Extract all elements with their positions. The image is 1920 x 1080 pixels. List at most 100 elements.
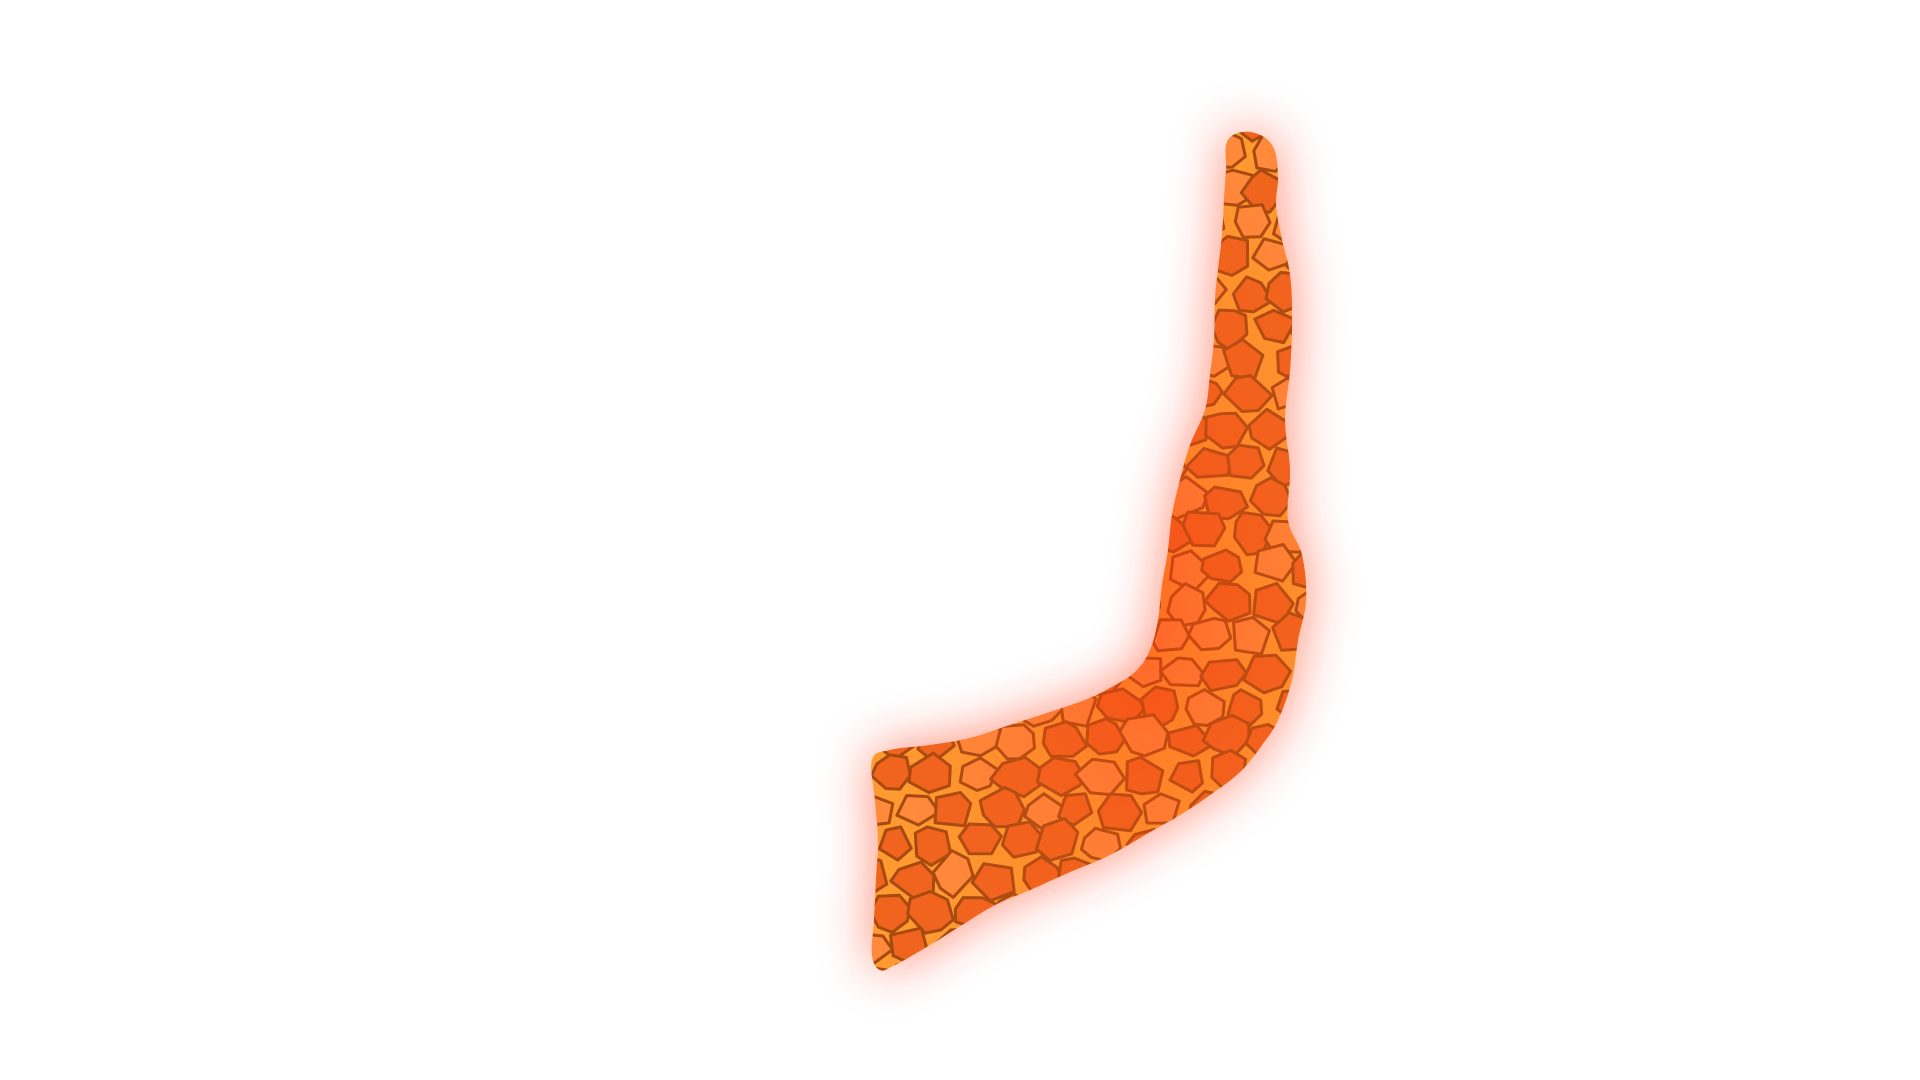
lava-tile [1272,790,1307,835]
lava-tile [1164,236,1204,283]
lava-tile [1107,613,1140,652]
lava-tile [1244,825,1285,864]
lava-tile [993,169,1035,207]
lava-tile [953,407,1002,447]
lava-tile [993,552,1042,587]
lava-tile [1289,896,1307,933]
lava-tile [1039,548,1081,583]
lava-tile [1146,336,1194,375]
lava-tile [1170,131,1211,172]
lava-tile [1101,856,1147,892]
lava-tile [1017,269,1064,315]
lava-tile [871,895,875,931]
lava-tile [1105,931,1145,971]
lava-tile [1309,345,1346,379]
lava-tile [1287,174,1307,209]
lava-tile [1014,376,1056,420]
lava-tile [1264,858,1307,897]
lava-tile [874,408,919,455]
lava-tile [871,617,894,659]
lava-tile [871,341,896,386]
lava-tile [1230,958,1275,971]
lava-tile [929,449,978,487]
lava-tile [1141,380,1184,415]
lava-tile [968,963,1019,971]
lava-tile [871,238,918,272]
lava-tile [1295,486,1307,521]
lava-tile [907,479,953,513]
lava-tile [1313,961,1355,998]
lava-tile [895,206,940,247]
lava-tile [998,307,1043,345]
lava-tile [871,375,894,417]
lava-tile [1101,338,1149,378]
lava-tile [826,722,867,758]
lava-tile [1118,167,1167,207]
lava-tile [877,580,918,619]
lava-tile [932,372,978,416]
lava-tile [996,480,1042,521]
lava-tile [871,139,913,175]
lava-tile [913,411,956,451]
lava-tile [952,481,996,513]
lava-tile [1046,650,1086,692]
lava-tile [1318,204,1354,241]
lava-tile [934,131,977,140]
lava-tile [1035,236,1081,277]
lava-tile [972,624,1016,657]
lava-tile [980,204,1027,249]
lava-tile [872,169,914,202]
lava-tile [971,131,1019,141]
lava-tile [1037,134,1089,175]
lava-tile [1222,790,1262,825]
lava-tile [871,269,886,312]
lava-tile [1182,856,1230,892]
lava-tile [828,137,865,175]
lava-tile [1063,928,1104,965]
lava-tile [1163,309,1206,348]
lava-tile [952,650,1000,684]
lava-tile [1246,891,1291,929]
lava-tile [1312,690,1348,722]
lava-tile [1001,412,1041,447]
lava-tile [906,543,955,586]
lava-tile [1063,509,1104,552]
lava-tile [1118,544,1162,586]
lava-tile [952,586,1000,624]
lava-tile [828,551,867,591]
lava-tile [1140,453,1188,485]
lava-tile [1296,416,1307,447]
lava-tile [1063,610,1104,656]
lava-tile [1313,793,1351,829]
lava-tile [871,476,913,517]
lava-tile [1097,964,1140,971]
lava-tile [1231,925,1276,962]
lava-tile [933,615,979,655]
lava-tile [1309,927,1351,963]
lava-tile [1140,131,1191,136]
lava-tile [1294,657,1307,688]
lava-tile [1044,407,1079,450]
lava-tile [1285,135,1307,170]
lava-tile [1265,966,1307,971]
lava-tile [1055,131,1109,142]
lava-tile [1018,508,1063,550]
lava-tile [1081,894,1127,925]
lava-tile [830,755,869,792]
lava-tile [1312,853,1356,896]
lava-tile [1183,207,1226,242]
lava-tile [1227,858,1279,894]
lava-tile [895,344,940,380]
lava-tile [826,657,868,688]
lava-tile [1019,448,1067,489]
lava-tile [1077,243,1116,278]
lava-tile [1106,204,1141,241]
lava-tile [1122,414,1162,455]
lava-tile [887,514,932,555]
lava-tile [1122,138,1172,174]
lava-tile [1289,823,1307,864]
lava-tile [1275,131,1307,139]
lava-tile [1079,577,1132,621]
lava-tile [1204,898,1252,934]
